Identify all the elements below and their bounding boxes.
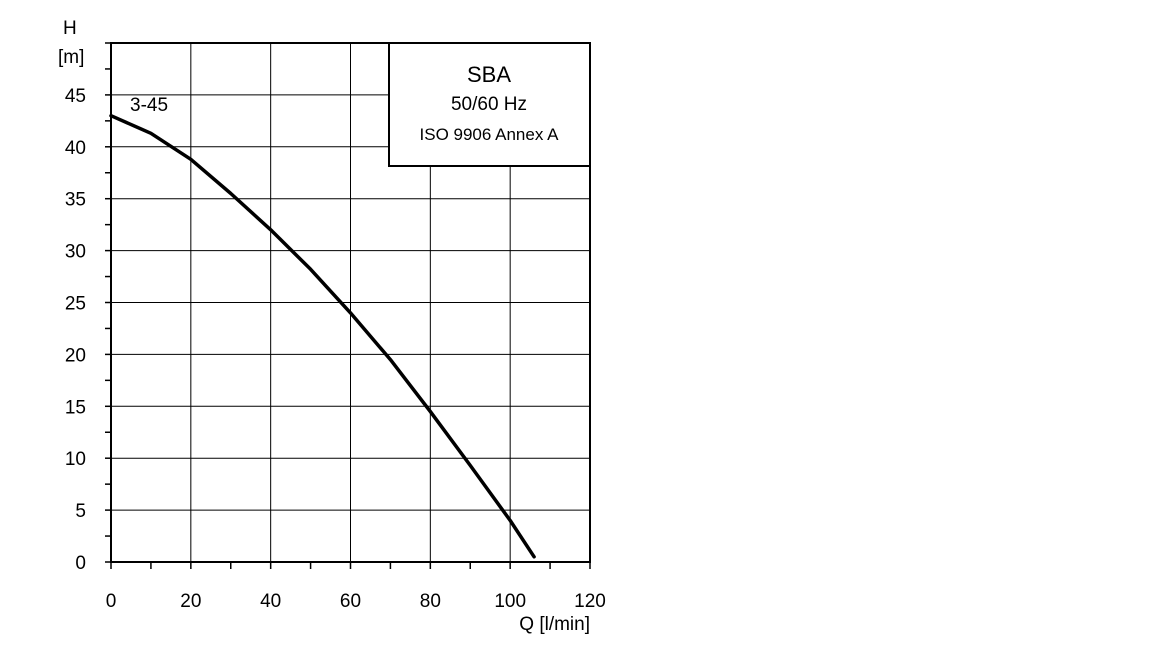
x-tick-label: 20 <box>180 591 201 612</box>
y-tick-labels: 0 5 10 15 20 25 30 35 40 45 <box>65 86 86 574</box>
y-tick-label: 25 <box>65 294 86 315</box>
y-tick-label: 35 <box>65 190 86 211</box>
x-tick-label: 80 <box>420 591 441 612</box>
series-label-3-45: 3-45 <box>130 95 168 116</box>
x-tick-label: 120 <box>574 591 606 612</box>
y-tick-label: 45 <box>65 86 86 107</box>
plot-frame <box>110 42 591 563</box>
legend-box: SBA 50/60 Hz ISO 9906 Annex A <box>388 42 591 167</box>
x-axis-title: Q [l/min] <box>519 614 590 635</box>
y-tick-label: 30 <box>65 242 86 263</box>
y-tick-label: 15 <box>65 397 86 418</box>
legend-standard: ISO 9906 Annex A <box>420 125 560 144</box>
legend-frequency: 50/60 Hz <box>451 94 527 115</box>
y-axis-unit: [m] <box>58 47 84 68</box>
y-tick-label: 10 <box>65 449 86 470</box>
series-line-3-45 <box>109 113 536 559</box>
y-tick-label: 40 <box>65 138 86 159</box>
x-tick-label: 0 <box>106 591 117 612</box>
x-tick-label: 40 <box>260 591 281 612</box>
y-tick-label: 20 <box>65 345 86 366</box>
axes <box>110 42 591 563</box>
x-tick-label: 60 <box>340 591 361 612</box>
x-tick-label: 100 <box>494 591 526 612</box>
y-tick-label: 5 <box>75 501 86 522</box>
legend-title: SBA <box>467 62 511 87</box>
x-tick-labels: 0 20 40 60 80 100 120 <box>106 591 606 612</box>
y-tick-label: 0 <box>75 553 86 574</box>
y-axis-title: H <box>63 18 77 39</box>
